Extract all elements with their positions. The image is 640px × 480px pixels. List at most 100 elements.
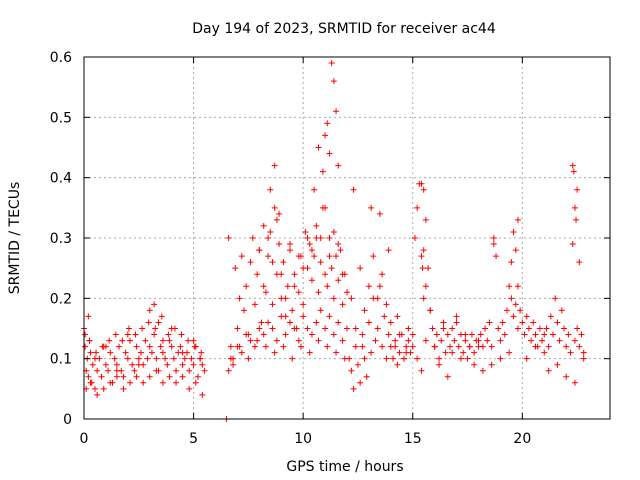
x-axis-label: GPS time / hours — [286, 459, 403, 475]
data-point — [291, 271, 298, 278]
data-point — [517, 307, 524, 314]
data-point — [453, 313, 460, 320]
data-point — [297, 343, 304, 350]
data-point — [251, 343, 258, 350]
data-point — [313, 319, 320, 326]
data-point — [328, 60, 335, 67]
data-point — [394, 361, 401, 368]
data-point — [100, 385, 107, 392]
data-point — [574, 186, 581, 193]
data-point — [330, 331, 337, 338]
data-point — [258, 319, 265, 326]
data-point — [328, 265, 335, 272]
data-point — [243, 283, 250, 290]
data-point — [269, 301, 276, 308]
y-tick-label: 0 — [63, 412, 72, 428]
data-point — [230, 361, 237, 368]
data-point — [260, 283, 267, 290]
data-point — [271, 349, 278, 356]
data-point — [140, 379, 147, 386]
data-point — [87, 379, 94, 386]
data-point — [245, 355, 252, 362]
data-point — [300, 313, 307, 320]
data-point — [565, 331, 572, 338]
data-point — [514, 216, 521, 223]
data-point — [282, 295, 289, 302]
data-point — [374, 295, 381, 302]
data-point — [493, 253, 500, 260]
data-point — [361, 355, 368, 362]
grid — [84, 57, 610, 419]
data-point — [365, 319, 372, 326]
data-point — [394, 313, 401, 320]
data-point — [462, 337, 469, 344]
data-point — [159, 379, 166, 386]
data-point — [168, 343, 175, 350]
data-point — [324, 120, 331, 127]
data-point — [528, 337, 535, 344]
data-point — [392, 337, 399, 344]
data-point — [317, 259, 324, 266]
data-point — [225, 367, 232, 374]
data-point — [488, 361, 495, 368]
data-point — [348, 295, 355, 302]
data-point — [326, 150, 333, 157]
data-point — [368, 204, 375, 211]
data-point — [438, 337, 445, 344]
data-point — [396, 331, 403, 338]
data-point — [580, 355, 587, 362]
data-point — [308, 247, 315, 254]
data-point — [376, 210, 383, 217]
data-point — [372, 337, 379, 344]
data-point — [173, 379, 180, 386]
data-point — [86, 337, 93, 344]
data-point — [308, 277, 315, 284]
data-point — [146, 307, 153, 314]
data-point — [273, 337, 280, 344]
data-point — [385, 331, 392, 338]
data-point — [514, 325, 521, 332]
data-point — [85, 313, 92, 320]
data-point — [346, 355, 353, 362]
data-point — [157, 343, 164, 350]
data-point — [178, 331, 185, 338]
data-point — [113, 361, 120, 368]
data-point — [267, 186, 274, 193]
data-point — [368, 349, 375, 356]
data-point — [409, 343, 416, 350]
ticks: 0 5 10 15 20 0 0.1 0.2 0.3 0.4 0.5 0.6 — [50, 50, 610, 447]
data-point — [344, 325, 350, 332]
data-point — [571, 379, 578, 386]
data-point — [361, 307, 368, 314]
data-point — [120, 385, 127, 392]
data-point — [236, 343, 243, 350]
data-point — [119, 337, 126, 344]
data-point — [185, 337, 192, 344]
data-point — [330, 295, 337, 302]
data-point — [94, 391, 101, 398]
data-point — [536, 325, 543, 332]
data-point — [552, 295, 559, 302]
data-point — [273, 216, 280, 223]
data-point — [139, 325, 146, 332]
data-point — [145, 319, 152, 326]
data-point — [370, 253, 377, 260]
data-point — [335, 319, 342, 326]
data-point — [451, 337, 458, 344]
data-point — [317, 235, 324, 241]
data-point — [422, 216, 429, 223]
data-point — [519, 319, 526, 326]
data-point — [313, 222, 320, 229]
data-point — [190, 361, 197, 368]
data-point — [82, 343, 89, 350]
data-point — [521, 331, 528, 338]
y-tick-label: 0.6 — [50, 50, 72, 66]
data-point — [574, 325, 581, 332]
data-point — [554, 361, 561, 368]
data-point — [464, 355, 471, 362]
data-point — [289, 307, 296, 314]
data-point — [151, 331, 158, 338]
data-point — [403, 349, 410, 356]
data-point — [129, 361, 136, 368]
